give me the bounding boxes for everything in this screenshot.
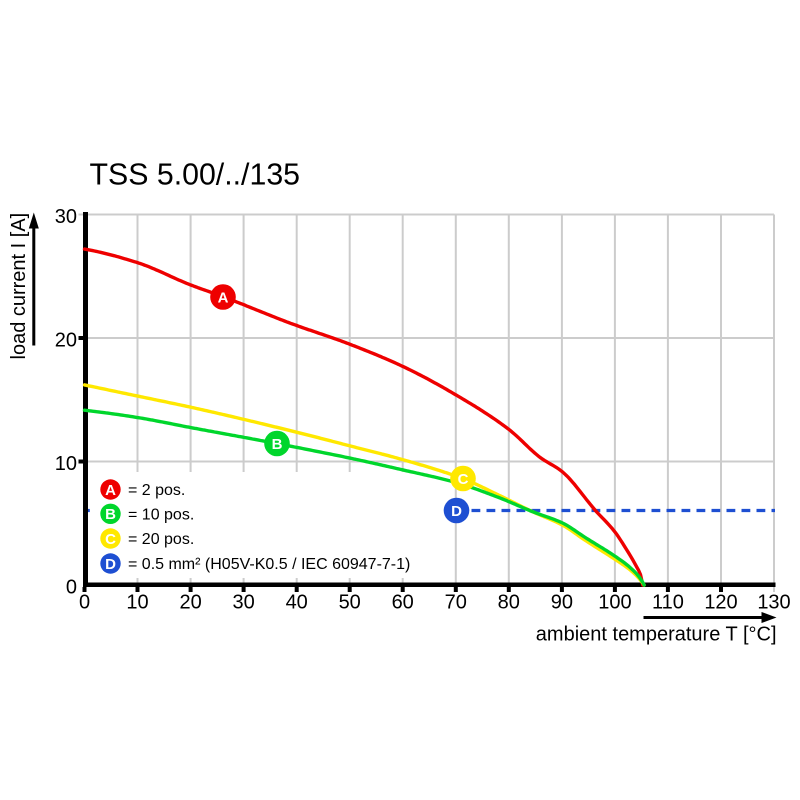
svg-text:TSS 5.00/../135: TSS 5.00/../135 — [90, 159, 301, 192]
svg-text:B: B — [272, 436, 283, 453]
svg-text:10: 10 — [126, 592, 148, 614]
svg-text:D: D — [451, 503, 462, 520]
svg-text:= 2 pos.: = 2 pos. — [128, 482, 185, 499]
svg-text:= 10 pos.: = 10 pos. — [128, 506, 194, 523]
svg-text:= 20 pos.: = 20 pos. — [128, 531, 194, 548]
svg-text:40: 40 — [286, 592, 308, 614]
svg-text:120: 120 — [704, 592, 737, 614]
svg-text:10: 10 — [55, 453, 77, 475]
svg-text:A: A — [105, 482, 116, 499]
svg-text:130: 130 — [757, 592, 790, 614]
svg-text:110: 110 — [652, 592, 684, 614]
svg-text:50: 50 — [339, 592, 361, 614]
svg-text:90: 90 — [551, 592, 573, 614]
svg-text:B: B — [105, 506, 116, 523]
svg-text:70: 70 — [445, 592, 467, 614]
svg-text:80: 80 — [498, 592, 520, 614]
svg-text:0: 0 — [66, 576, 77, 598]
svg-text:load current I [A]: load current I [A] — [8, 213, 30, 360]
svg-text:C: C — [458, 471, 469, 488]
svg-text:D: D — [105, 556, 116, 573]
svg-text:20: 20 — [179, 592, 201, 614]
svg-text:= 0.5 mm² (H05V-K0.5 / IEC 609: = 0.5 mm² (H05V-K0.5 / IEC 60947-7-1) — [128, 556, 410, 573]
svg-text:30: 30 — [55, 206, 77, 228]
svg-text:60: 60 — [392, 592, 414, 614]
svg-text:20: 20 — [55, 329, 77, 351]
svg-text:ambient temperature T [°C]: ambient temperature T [°C] — [536, 623, 777, 645]
svg-text:100: 100 — [598, 592, 631, 614]
svg-text:A: A — [218, 289, 229, 306]
svg-text:C: C — [105, 531, 116, 548]
svg-text:0: 0 — [79, 592, 90, 614]
svg-text:30: 30 — [232, 592, 254, 614]
